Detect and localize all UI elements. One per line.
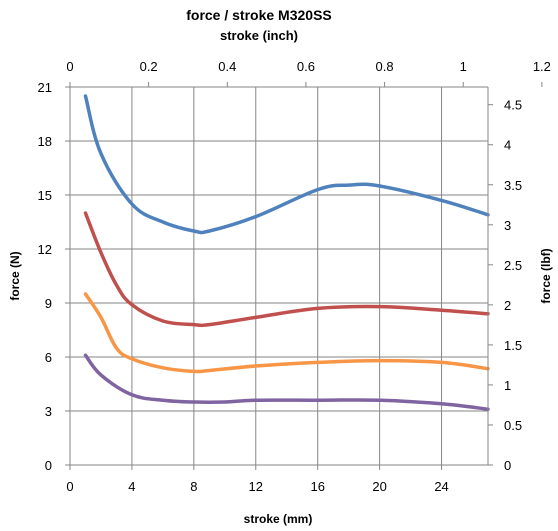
y-right-tick-label: 2 [504, 298, 511, 313]
y-right-tick-label: 0.5 [504, 418, 522, 433]
x-tick-label: 0 [66, 479, 73, 494]
x-top-tick-label: 1 [460, 59, 467, 74]
y-tick-label: 6 [45, 350, 52, 365]
grid [70, 86, 488, 465]
y-right-tick-label: 2.5 [504, 258, 522, 273]
y-tick-label: 18 [38, 134, 52, 149]
x-tick-label: 24 [434, 479, 448, 494]
y-tick-label: 15 [38, 188, 52, 203]
x-tick-label: 4 [128, 479, 135, 494]
x-tick-label: 20 [372, 479, 386, 494]
x-tick-label: 8 [190, 479, 197, 494]
series-line-2 [83, 211, 490, 328]
y-right-tick-label: 4.5 [504, 98, 522, 113]
axes [65, 82, 543, 470]
left-axis-title: force (N) [8, 251, 22, 300]
chart-title: force / stroke M320SS [186, 7, 332, 23]
y-right-tick-label: 3.5 [504, 178, 522, 193]
x-top-tick-label: 0.6 [297, 59, 315, 74]
x-top-tick-label: 0.8 [376, 59, 394, 74]
x-top-tick-label: 0.4 [218, 59, 236, 74]
top-axis-title: stroke (inch) [220, 28, 298, 43]
tick-labels: 0 4 8 12 16 20 240 0.2 0.4 0.6 0.8 1 1.2036912151821… [38, 59, 551, 494]
bottom-axis-title: stroke (mm) [244, 512, 313, 526]
y-tick-label: 0 [45, 458, 52, 473]
series-line-4 [83, 353, 490, 411]
y-right-tick-label: 1.5 [504, 338, 522, 353]
x-tick-label: 16 [310, 479, 324, 494]
series-group [83, 94, 490, 411]
y-right-tick-label: 1 [504, 378, 511, 393]
y-right-tick-label: 0 [504, 458, 511, 473]
series-line-1 [83, 94, 490, 235]
x-top-tick-label: 0.2 [140, 59, 158, 74]
x-tick-label: 12 [249, 479, 263, 494]
y-right-tick-label: 4 [504, 138, 511, 153]
x-top-tick-label: 0 [66, 59, 73, 74]
series-line-3 [83, 292, 490, 374]
y-tick-label: 9 [45, 296, 52, 311]
x-top-tick-label: 1.2 [533, 59, 551, 74]
y-tick-label: 3 [45, 404, 52, 419]
y-tick-label: 12 [38, 242, 52, 257]
y-tick-label: 21 [38, 80, 52, 95]
right-axis-title: force (lbf) [539, 248, 553, 303]
y-right-tick-label: 3 [504, 218, 511, 233]
